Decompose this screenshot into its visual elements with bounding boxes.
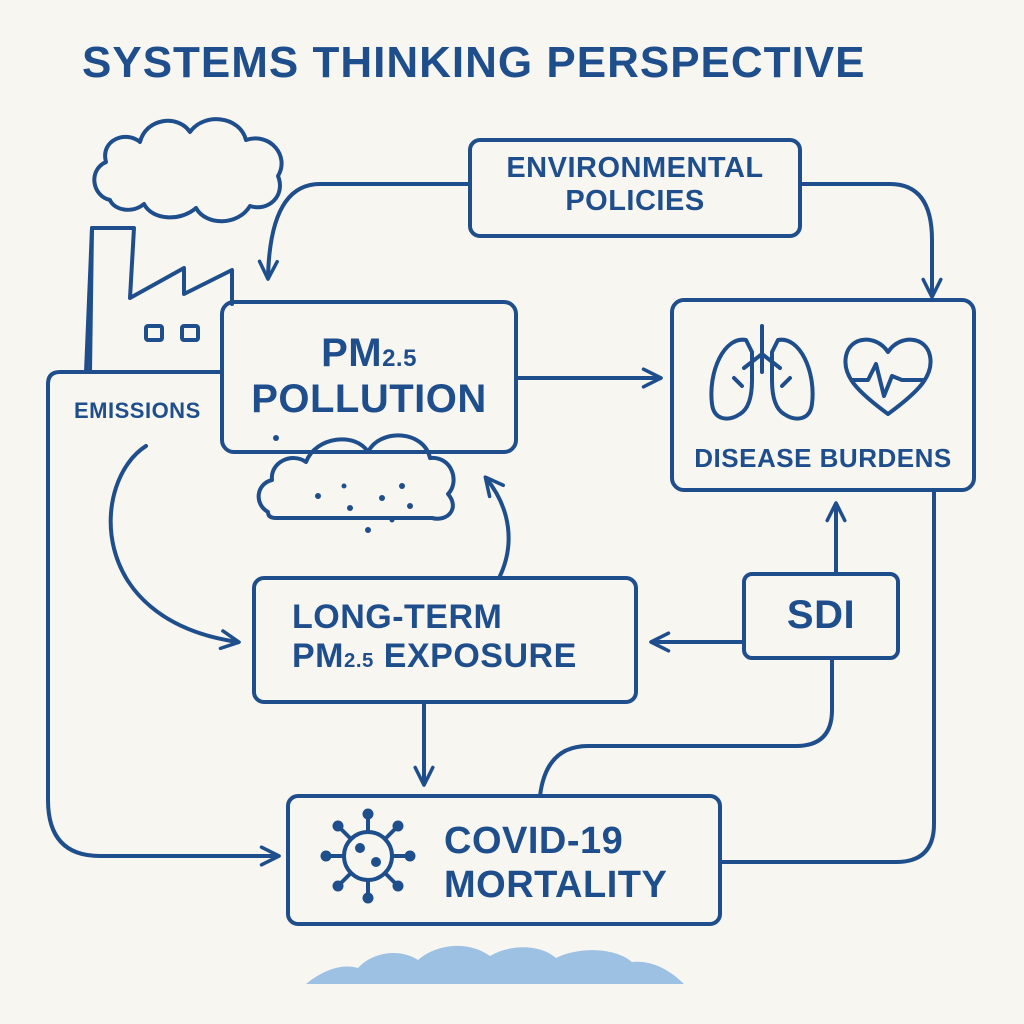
- line-disease-to-mortality: [718, 488, 936, 864]
- exposure-pm-prefix: PM: [292, 637, 344, 676]
- factory-icon: [84, 226, 234, 374]
- long-term-exposure-box: [252, 576, 638, 704]
- lungs-icon: [709, 324, 815, 421]
- long-term-exposure-line1: LONG-TERM: [292, 598, 503, 636]
- smoke-cloud-icon: [92, 117, 284, 224]
- hills-decoration: [306, 945, 684, 984]
- emissions-box: [46, 370, 281, 867]
- pollution-particles: [273, 435, 413, 533]
- sdi-box: [742, 572, 900, 660]
- disease-burdens-label: DISEASE BURDENS: [694, 443, 952, 473]
- environmental-policies-line2: POLICIES: [565, 185, 705, 218]
- heart-icon: [843, 337, 933, 416]
- arrow-exposure-to-pollution: [483, 475, 511, 578]
- line-sdi-to-mortality: [538, 656, 834, 798]
- long-term-exposure-label: LONG-TERM PM2.5 EXPOSURE: [292, 598, 577, 676]
- virus-icon: [320, 808, 416, 904]
- arrow-emissions-to-exposure: [108, 444, 241, 651]
- covid-mortality-label: COVID-19 MORTALITY: [444, 820, 667, 907]
- long-term-exposure-line2: PM2.5 EXPOSURE: [292, 637, 577, 676]
- covid-mortality-line1: COVID-19: [444, 820, 624, 862]
- pm-pollution-line2: POLLUTION: [251, 377, 487, 421]
- disease-burdens-box: [670, 298, 976, 492]
- environmental-policies-label: ENVIRONMENTAL POLICIES: [470, 152, 800, 219]
- diagram-title: SYSTEMS THINKING PERSPECTIVE: [82, 38, 866, 87]
- arrow-policies-to-pollution: [257, 182, 472, 281]
- exposure-suffix: EXPOSURE: [373, 637, 577, 676]
- pm-subscript: 2.5: [382, 345, 417, 372]
- environmental-policies-line1: ENVIRONMENTAL: [506, 152, 764, 184]
- sdi-label: SDI: [786, 593, 856, 637]
- exposure-pm-subscript: 2.5: [344, 650, 374, 673]
- emissions-label: EMISSIONS: [74, 398, 201, 423]
- pollution-cloud-icon: [256, 433, 456, 521]
- environmental-policies-box: [468, 138, 802, 238]
- pm-prefix: PM: [321, 331, 383, 375]
- covid-mortality-line2: MORTALITY: [444, 863, 668, 906]
- pm-pollution-label: PM2.5 POLLUTION: [222, 330, 516, 422]
- pm-pollution-line1: PM2.5: [222, 330, 516, 376]
- arrow-policies-to-disease: [798, 182, 943, 299]
